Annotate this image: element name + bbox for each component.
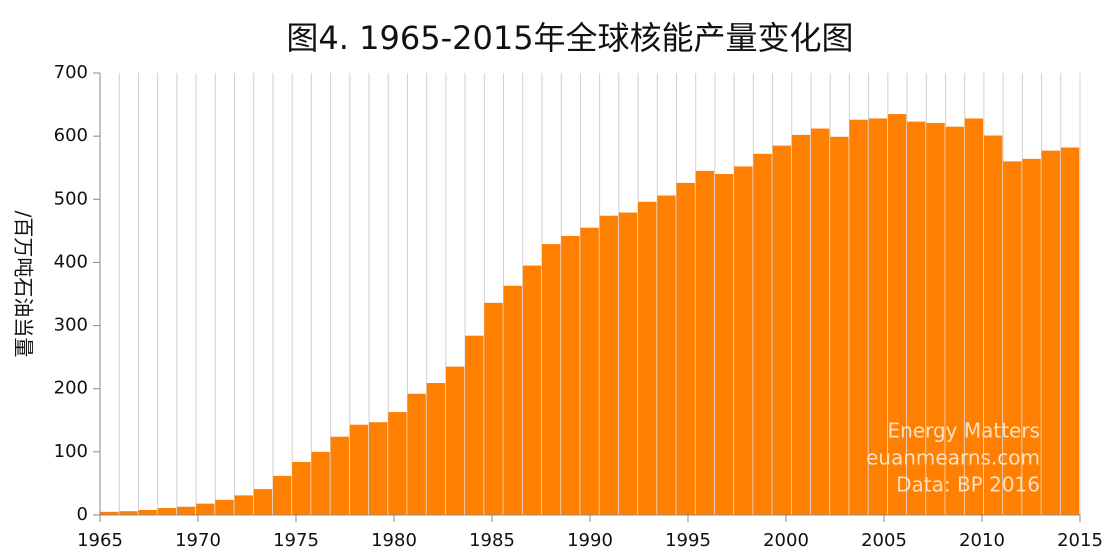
bar <box>465 335 484 515</box>
bar <box>734 166 753 516</box>
bar <box>484 302 503 515</box>
bar <box>810 128 830 515</box>
x-tick-label: 1965 <box>77 530 123 551</box>
x-tick-label: 1970 <box>175 530 221 551</box>
y-tick-label: 300 <box>54 315 88 336</box>
bar <box>926 122 945 515</box>
bar <box>503 285 522 515</box>
bar <box>791 134 811 515</box>
bar <box>100 511 119 515</box>
bar <box>599 215 619 515</box>
bar <box>311 451 330 515</box>
bar <box>638 201 657 515</box>
bar <box>253 489 273 515</box>
y-tick-label: 700 <box>54 62 88 83</box>
x-tick-label: 2000 <box>763 530 809 551</box>
x-tick-label: 2010 <box>959 530 1005 551</box>
bar <box>445 366 465 515</box>
bar <box>887 114 907 516</box>
bar <box>772 145 791 515</box>
bar <box>349 424 369 515</box>
bar <box>753 153 772 515</box>
bar <box>695 170 715 515</box>
bar <box>234 495 253 515</box>
bar <box>618 212 638 515</box>
x-tick-label: 2005 <box>861 530 907 551</box>
y-axis-label: /百万吨石油当量 <box>12 211 36 358</box>
bar <box>1022 158 1041 516</box>
bar <box>714 174 734 515</box>
annotation: Data: BP 2016 <box>896 473 1040 497</box>
bar <box>945 126 964 516</box>
bar <box>426 383 446 515</box>
bar <box>1060 147 1080 515</box>
x-tick-label: 1990 <box>567 530 613 551</box>
bar <box>830 136 849 515</box>
x-tick-label: 1995 <box>665 530 711 551</box>
bar <box>330 436 350 515</box>
bar <box>676 182 695 515</box>
bar <box>983 135 1003 516</box>
bar <box>388 412 407 515</box>
bar <box>138 509 157 515</box>
bar <box>369 422 388 515</box>
bar <box>176 506 196 515</box>
bar <box>1041 150 1060 515</box>
bar <box>580 227 599 515</box>
chart-title: 图4. 1965-2015年全球核能产量变化图 <box>286 19 853 57</box>
bar <box>215 499 234 515</box>
x-tick-label: 1985 <box>469 530 515 551</box>
bar <box>964 118 984 515</box>
y-tick-label: 200 <box>54 378 88 399</box>
annotation: Energy Matters <box>887 419 1040 443</box>
bar <box>272 475 292 515</box>
y-tick-label: 0 <box>77 504 88 525</box>
y-tick-label: 400 <box>54 251 88 272</box>
bar <box>1003 161 1022 515</box>
bar <box>196 503 215 515</box>
x-tick-label: 1980 <box>371 530 417 551</box>
annotation: euanmearns.com <box>866 446 1040 470</box>
bar <box>157 508 177 515</box>
bar <box>849 119 868 516</box>
bar <box>657 195 676 516</box>
bar <box>868 118 888 515</box>
y-tick-label: 600 <box>54 125 88 146</box>
y-tick-label: 100 <box>54 441 88 462</box>
bar <box>292 461 311 515</box>
x-tick-label: 1975 <box>273 530 319 551</box>
bar <box>119 511 138 515</box>
x-tick-label: 2015 <box>1057 530 1103 551</box>
bar <box>407 393 426 515</box>
bar <box>907 121 926 516</box>
y-tick-label: 500 <box>54 188 88 209</box>
bar <box>541 244 561 516</box>
bar <box>522 265 542 515</box>
bar <box>561 235 580 515</box>
